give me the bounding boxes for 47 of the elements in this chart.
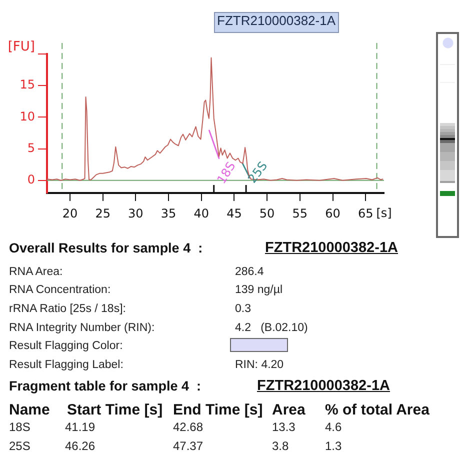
text: 3.8 xyxy=(272,439,289,453)
y-tick-label: 0 xyxy=(27,172,35,186)
x-tick-label: 35 xyxy=(160,206,176,220)
text: Result Flagging Label: xyxy=(9,359,124,371)
text: 1.3 xyxy=(325,439,342,453)
text: 18S xyxy=(9,420,30,434)
x-tick-label: 55 xyxy=(292,206,308,220)
x-tick-label: 60 xyxy=(325,206,340,220)
text: 4.2 (B.02.10) xyxy=(235,322,308,334)
text: 41.19 xyxy=(65,420,96,434)
text: 286.4 xyxy=(235,266,264,278)
text: Overall Results for sample 4 : xyxy=(9,240,203,256)
y-tick-label: 10 xyxy=(20,109,35,124)
text: Name xyxy=(9,402,50,418)
text: % of total Area xyxy=(325,402,430,418)
y-axis-title: [FU] xyxy=(8,39,35,54)
text: 139 ng/µl xyxy=(235,284,283,296)
x-axis-title: [s] xyxy=(376,206,392,220)
text: 4.6 xyxy=(325,420,342,434)
text: RIN: 4.20 xyxy=(235,359,284,371)
text: 13.3 xyxy=(272,420,296,434)
x-tick-label: 20 xyxy=(62,206,78,220)
text: FZTR210000382-1A xyxy=(265,240,398,256)
text: Result Flagging Color: xyxy=(9,340,123,352)
text: 42.68 xyxy=(173,420,204,434)
text: Area xyxy=(272,402,306,418)
text: RNA Integrity Number (RIN): xyxy=(9,322,155,334)
x-tick-label: 30 xyxy=(128,206,144,220)
y-tick-label: 5 xyxy=(27,140,35,155)
text: Start Time [s] xyxy=(67,402,163,418)
text: 46.26 xyxy=(65,439,96,453)
x-tick-label: 25 xyxy=(95,206,110,220)
text: 25S xyxy=(9,439,30,453)
text: Fragment table for sample 4 : xyxy=(9,378,202,394)
text: rRNA Ratio [25s / 18s]: xyxy=(9,303,126,315)
x-tick-label: 50 xyxy=(259,206,275,220)
y-tick-label: 15 xyxy=(20,78,35,92)
x-tick-label: 45 xyxy=(226,206,242,220)
text: End Time [s] xyxy=(173,402,263,418)
x-tick-label: 65 xyxy=(358,206,374,220)
text: RNA Concentration: xyxy=(9,284,111,296)
text: RNA Area: xyxy=(9,266,63,278)
x-tick-label: 40 xyxy=(194,206,210,220)
chart-title: FZTR210000382-1A xyxy=(214,12,339,33)
text: 0.3 xyxy=(235,303,251,315)
text: FZTR210000382-1A xyxy=(257,378,390,394)
text: 47.37 xyxy=(173,439,204,453)
